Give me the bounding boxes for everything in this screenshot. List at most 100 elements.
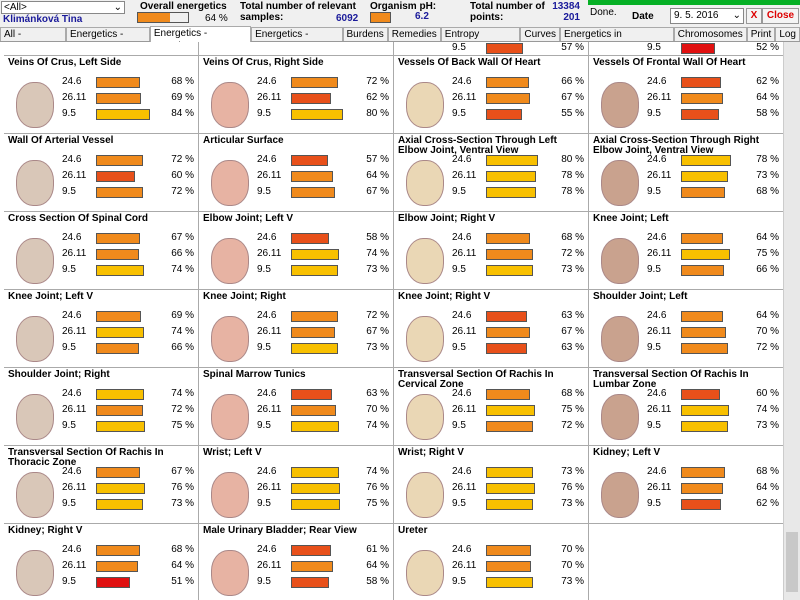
tab[interactable]: Chromosomes: [673, 27, 747, 41]
card[interactable]: Transversal Section Of Rachis In Thoraci…: [4, 446, 199, 524]
ph-indicator: [370, 12, 391, 23]
percent-value: 73 %: [756, 170, 779, 181]
percent-value: 74 %: [171, 264, 194, 275]
organ-shape: [16, 394, 54, 440]
card[interactable]: Spinal Marrow Tunics 24.6 63 % 26.11 70 % 9.5…: [199, 368, 394, 446]
card[interactable]: Articular Surface 24.6 57 % 26.11 64 % 9.5 67 …: [199, 134, 394, 212]
bar: [486, 577, 534, 588]
card-title: Spinal Marrow Tunics: [203, 369, 306, 380]
card-title: Kidney; Right V: [8, 525, 83, 536]
card-title: Knee Joint; Left V: [8, 291, 94, 302]
row-label: 26.11: [62, 326, 87, 337]
samples-value: 6092: [336, 13, 359, 24]
card[interactable]: Knee Joint; Left 24.6 64 % 26.11 75 % 9.5 66 %: [589, 212, 783, 290]
row-label: 9.5: [257, 498, 271, 509]
organ-image: [593, 310, 645, 364]
row-label: 9.5: [452, 342, 466, 353]
row-label: 24.6: [62, 310, 82, 321]
card[interactable]: Kidney; Left V 24.6 68 % 26.11 64 % 9.5 62 %: [589, 446, 783, 524]
organ-image: [8, 76, 60, 130]
percent-value: 63 %: [366, 388, 389, 399]
row-label: 9.5: [257, 186, 271, 197]
tab[interactable]: Energetics - table: [65, 27, 150, 53]
row-label: 24.6: [452, 544, 472, 555]
tab[interactable]: Burdens: [342, 27, 388, 41]
percent-value: 64 %: [171, 560, 194, 571]
close-button[interactable]: Close: [762, 8, 799, 24]
card[interactable]: Knee Joint; Right V 24.6 63 % 26.11 67 % 9.5 6…: [394, 290, 589, 368]
percent-value: 52 %: [756, 42, 779, 53]
card[interactable]: Knee Joint; Left V 24.6 69 % 26.11 74 % 9.5 66…: [4, 290, 199, 368]
card[interactable]: Wrist; Left V 24.6 74 % 26.11 76 % 9.5 75 %: [199, 446, 394, 524]
card[interactable]: Axial Cross-Section Through Left Elbow J…: [394, 134, 589, 212]
card[interactable]: Shoulder Joint; Left 24.6 64 % 26.11 70 % 9.5…: [589, 290, 783, 368]
card[interactable]: Male Urinary Bladder; Rear View 24.6 61 % 2…: [199, 524, 394, 600]
bar: [291, 233, 329, 244]
organ-image: [398, 388, 450, 442]
organ-shape: [601, 82, 639, 128]
samples-label: Total number of relevant samples:: [240, 1, 356, 23]
scroll-thumb[interactable]: [786, 532, 798, 592]
percent-value: 68 %: [171, 544, 194, 555]
card-title: Knee Joint; Left: [593, 213, 669, 224]
card[interactable]: Shoulder Joint; Right 24.6 74 % 26.11 72 % 9.…: [4, 368, 199, 446]
card[interactable]: Veins Of Crus, Left Side 24.6 68 % 26.11 69 …: [4, 56, 199, 134]
card[interactable]: Knee Joint; Right 24.6 72 % 26.11 67 % 9.5 73 …: [199, 290, 394, 368]
organ-shape: [16, 316, 54, 362]
card[interactable]: Transversal Section Of Rachis In Cervica…: [394, 368, 589, 446]
card-partial: 9.5 52 %: [589, 42, 783, 56]
card[interactable]: Vessels Of Back Wall Of Heart 24.6 66 % 26.…: [394, 56, 589, 134]
percent-value: 60 %: [171, 170, 194, 181]
bar: [486, 389, 531, 400]
row-label: 24.6: [452, 76, 472, 87]
bar: [681, 265, 724, 276]
row-label: 9.5: [452, 108, 466, 119]
tab[interactable]: All - overview: [0, 27, 66, 53]
tab[interactable]: Energetics in pentagram: [560, 27, 674, 53]
card[interactable]: Transversal Section Of Rachis In Lumbar …: [589, 368, 783, 446]
organ-shape: [406, 550, 444, 596]
card[interactable]: Kidney; Right V 24.6 68 % 26.11 64 % 9.5 51 %: [4, 524, 199, 600]
points-label: Total number of points:: [470, 1, 545, 23]
row-label: 26.11: [257, 326, 282, 337]
card[interactable]: Vessels Of Frontal Wall Of Heart 24.6 62 %…: [589, 56, 783, 134]
tab[interactable]: Log: [775, 27, 800, 41]
bar: [681, 467, 726, 478]
card[interactable]: Wall Of Arterial Vessel 24.6 72 % 26.11 60 %…: [4, 134, 199, 212]
card[interactable]: Cross Section Of Spinal Cord 24.6 67 % 26.1…: [4, 212, 199, 290]
tab[interactable]: Curves: [520, 27, 561, 41]
percent-value: 74 %: [171, 326, 194, 337]
row-label: 24.6: [62, 544, 82, 555]
tab[interactable]: Remedies: [387, 27, 441, 41]
dropdown-arrow: ⌄: [113, 2, 122, 13]
tab[interactable]: Print: [746, 27, 776, 41]
card[interactable]: Wrist; Right V 24.6 73 % 26.11 76 % 9.5 73 %: [394, 446, 589, 524]
organ-image: [398, 544, 450, 598]
card-title: Transversal Section Of Rachis In Lumbar …: [593, 369, 749, 390]
scrollbar[interactable]: [783, 42, 800, 600]
row-label: 26.11: [257, 92, 282, 103]
organ-image: [8, 154, 60, 208]
card[interactable]: Elbow Joint; Left V 24.6 58 % 26.11 74 % 9.5 7…: [199, 212, 394, 290]
card[interactable]: Ureter 24.6 70 % 26.11 70 % 9.5 73 %: [394, 524, 589, 600]
bar: [96, 405, 143, 416]
filter-select[interactable]: <All> ⌄: [1, 1, 125, 14]
clear-button[interactable]: X: [746, 8, 762, 24]
row-label: 9.5: [452, 420, 466, 431]
date-select[interactable]: 9. 5. 2016 ⌄: [670, 8, 744, 24]
tab[interactable]: Energetics - history: [251, 27, 343, 53]
organ-image: [203, 466, 255, 520]
tab[interactable]: Entropy analysis: [440, 27, 521, 53]
row-label: 26.11: [257, 560, 282, 571]
tab[interactable]: Energetics - overview: [149, 26, 252, 52]
card[interactable]: Axial Cross-Section Through Right Elbow …: [589, 134, 783, 212]
organ-shape: [406, 160, 444, 206]
organ-image: [203, 388, 255, 442]
row-label: 24.6: [452, 466, 472, 477]
card[interactable]: Veins Of Crus, Right Side 24.6 72 % 26.11 62…: [199, 56, 394, 134]
percent-value: 78 %: [561, 170, 584, 181]
row-label: 9.5: [62, 264, 76, 275]
row-label: 24.6: [647, 76, 667, 87]
card[interactable]: Elbow Joint; Right V 24.6 68 % 26.11 72 % 9.5…: [394, 212, 589, 290]
percent-value: 62 %: [366, 92, 389, 103]
